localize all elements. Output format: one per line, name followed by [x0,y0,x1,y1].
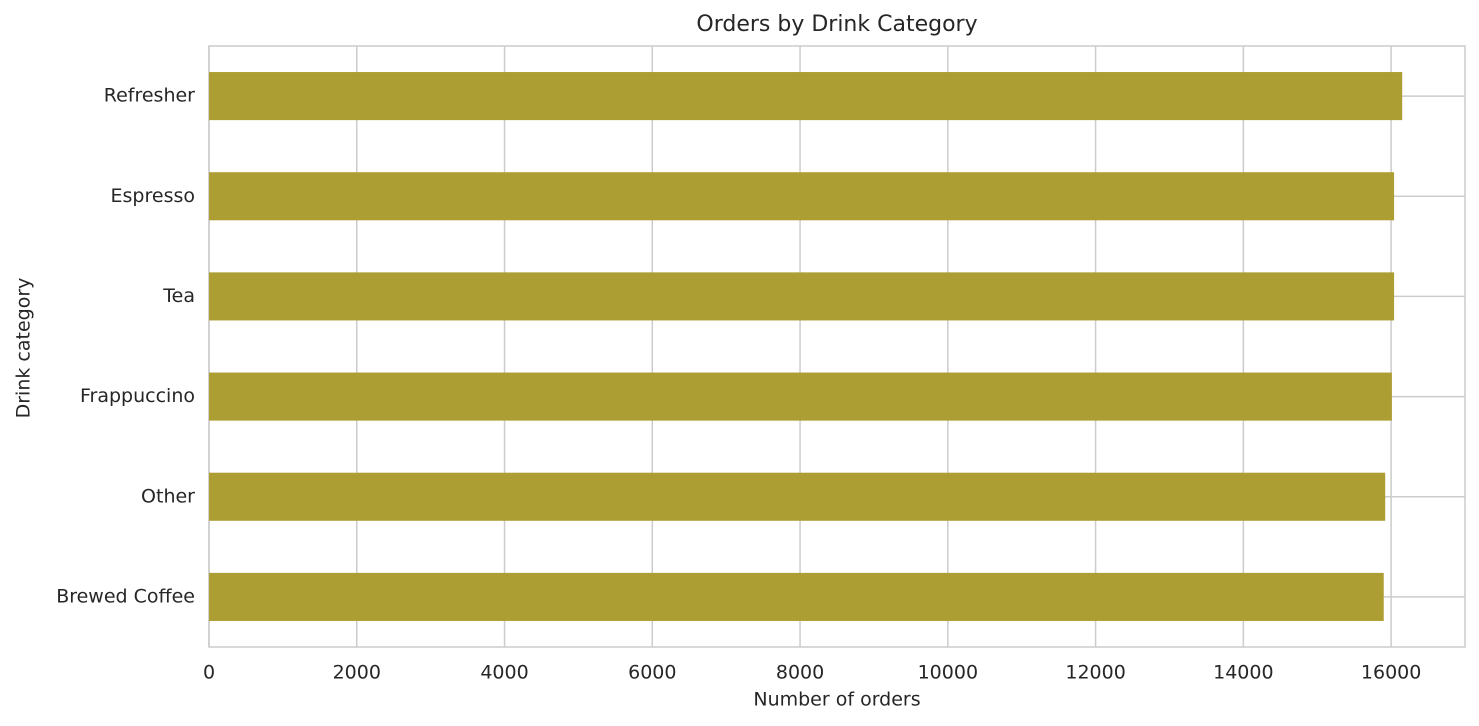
x-tick-label: 14000 [1213,662,1273,684]
x-tick-label: 6000 [628,662,676,684]
plot-frame [208,45,1466,648]
x-axis-label: Number of orders [753,689,920,711]
y-tick-label: Tea [162,285,195,307]
x-tick-label: 8000 [776,662,824,684]
y-tick-label: Espresso [111,185,195,207]
bar [209,372,1392,421]
bar [209,472,1386,521]
y-tick-label: Brewed Coffee [56,585,195,607]
bar [209,172,1395,221]
x-tick-label: 10000 [918,662,978,684]
x-tick-label: 2000 [333,662,381,684]
x-tick-label: 12000 [1065,662,1125,684]
x-tick-label: 0 [203,662,215,684]
bar [209,272,1395,321]
y-axis-label: Drink category [13,278,35,419]
bar [209,572,1384,621]
chart-title: Orders by Drink Category [696,12,977,37]
y-tick-label: Frappuccino [80,385,195,407]
y-tick-label: Refresher [104,85,195,107]
bar [209,72,1403,121]
x-tick-label: 4000 [480,662,528,684]
x-tick-label: 16000 [1361,662,1421,684]
y-tick-label: Other [141,485,195,507]
